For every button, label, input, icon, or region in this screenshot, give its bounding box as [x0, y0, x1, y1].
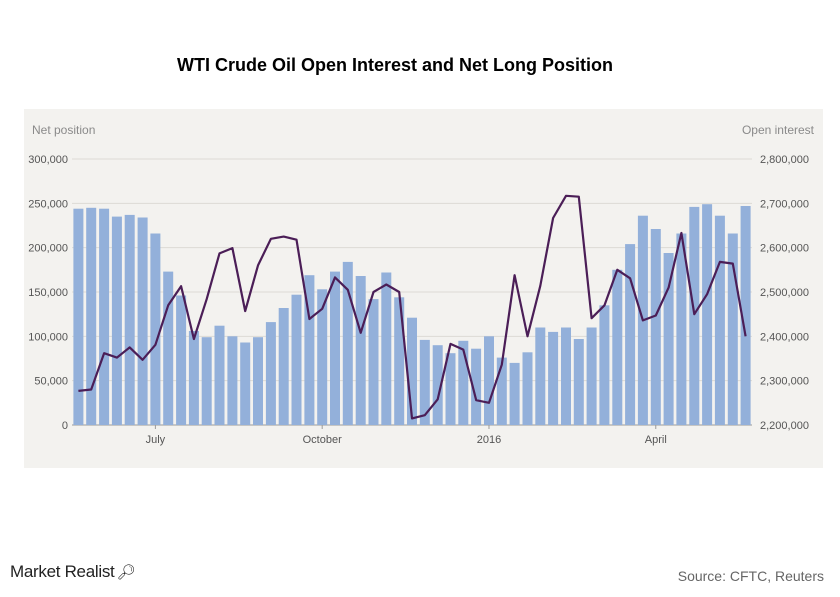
net-position-bar: [535, 327, 546, 425]
left-tick-label: 50,000: [34, 376, 68, 388]
chart-svg: 300,000 2,800,000 250,000 2,700,000 200,000 2…: [28, 123, 815, 446]
net-position-bar: [150, 233, 161, 425]
net-position-bar: [124, 214, 135, 425]
left-tick-label: 150,000: [28, 287, 68, 299]
net-position-bar: [676, 233, 687, 425]
net-position-bar: [561, 327, 571, 425]
net-position-bar: [471, 348, 482, 425]
net-position-bar: [407, 317, 417, 425]
net-position-bar: [73, 208, 84, 425]
net-position-bar: [509, 362, 520, 425]
right-tick-label: 2,300,000: [760, 376, 809, 388]
left-axis-label: Net position: [32, 123, 95, 137]
net-position-bar: [445, 353, 456, 425]
right-tick-label: 2,700,000: [760, 198, 809, 210]
net-position-bar: [586, 327, 597, 425]
net-position-bar: [689, 206, 700, 425]
net-position-bar: [163, 271, 174, 425]
net-position-bar: [625, 244, 636, 425]
brand-logo: Market Realist 🔎︎: [10, 562, 135, 582]
chart-title: WTI Crude Oil Open Interest and Net Long…: [176, 55, 613, 75]
x-tick-label: April: [645, 434, 667, 446]
net-position-bar: [330, 271, 340, 425]
net-position-bar: [342, 261, 353, 425]
net-position-bar: [278, 308, 289, 425]
net-position-bar: [381, 272, 392, 425]
net-position-bar: [740, 206, 751, 425]
brand-name: Market Realist: [10, 562, 115, 581]
net-position-bar: [291, 294, 302, 425]
axis-layer: 300,000 2,800,000 250,000 2,700,000 200,000 2…: [28, 154, 809, 446]
net-position-bar: [573, 339, 584, 425]
source-note: Source: CFTC, Reuters: [677, 568, 824, 584]
net-position-bar: [137, 217, 148, 425]
net-position-bar: [612, 269, 623, 425]
net-position-bar: [201, 337, 212, 425]
net-position-bar: [458, 340, 469, 425]
net-position-bar: [227, 336, 238, 425]
right-tick-label: 2,600,000: [760, 243, 809, 255]
left-tick-label: 300,000: [28, 154, 68, 166]
net-position-bar: [548, 331, 559, 425]
net-position-bar: [599, 305, 610, 425]
x-tick-label: October: [303, 434, 342, 446]
net-position-bar: [99, 208, 110, 425]
net-position-bar: [650, 229, 661, 425]
net-position-bar: [714, 215, 725, 425]
net-position-bar: [484, 336, 494, 425]
right-tick-label: 2,400,000: [760, 331, 809, 343]
net-position-bar: [727, 233, 738, 425]
x-tick-label: July: [146, 434, 166, 446]
line-layer: [78, 194, 747, 420]
bars-layer: [73, 204, 751, 425]
net-position-bar: [253, 337, 263, 425]
net-position-bar: [702, 204, 713, 425]
chart-panel: 300,000 2,800,000 250,000 2,700,000 200,000 2…: [24, 109, 823, 468]
left-tick-label: 250,000: [28, 198, 68, 210]
net-position-bar: [86, 207, 97, 425]
left-tick-label: 200,000: [28, 243, 68, 255]
open-interest-line: [78, 194, 747, 420]
net-position-bar: [265, 322, 276, 425]
net-position-bar: [304, 275, 315, 425]
net-position-bar: [111, 216, 122, 425]
net-position-bar: [663, 253, 674, 425]
net-position-bar: [419, 339, 430, 425]
net-position-bar: [355, 276, 366, 425]
right-tick-label: 2,800,000: [760, 154, 809, 166]
net-position-bar: [368, 299, 379, 425]
net-position-bar: [188, 331, 199, 425]
net-position-bar: [496, 357, 507, 425]
right-tick-label: 2,200,000: [760, 420, 809, 432]
left-tick-label: 100,000: [28, 331, 68, 343]
right-axis-label: Open interest: [742, 123, 815, 137]
net-position-bar: [214, 325, 225, 425]
right-tick-label: 2,500,000: [760, 287, 809, 299]
net-position-bar: [432, 345, 443, 425]
net-position-bar: [522, 352, 533, 425]
net-position-bar: [176, 295, 187, 425]
net-position-bar: [394, 297, 405, 425]
magnifier-icon: 🔎︎: [116, 564, 136, 581]
net-position-bar: [317, 289, 328, 425]
x-tick-label: 2016: [477, 434, 501, 446]
net-position-bar: [240, 342, 251, 425]
left-tick-label: 0: [62, 420, 68, 432]
